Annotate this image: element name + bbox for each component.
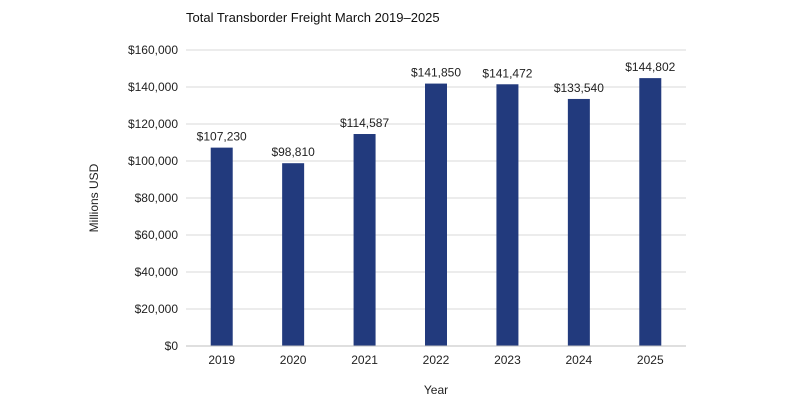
bar-2021: [353, 134, 376, 346]
chart-title: Total Transborder Freight March 2019–202…: [186, 10, 440, 25]
data-labels: $107,230 $98,810 $114,587 $141,850 $141,472 $…: [197, 60, 676, 159]
x-tick-label: 2020: [280, 353, 307, 367]
bars: [210, 78, 662, 347]
data-label-2019: $107,230: [197, 130, 247, 144]
y-tick-label: $140,000: [128, 80, 178, 94]
x-tick-label: 2021: [351, 353, 378, 367]
y-tick-label: $80,000: [135, 191, 179, 205]
x-axis-ticks: 2019 2020 2021 2022 2023 2024 2025: [208, 353, 664, 367]
x-tick-label: 2025: [637, 353, 664, 367]
bar-2020: [282, 163, 305, 346]
y-axis-label: Millions USD: [87, 163, 101, 232]
y-tick-label: $20,000: [135, 302, 179, 316]
bar-2024: [567, 98, 590, 347]
y-tick-label: $120,000: [128, 117, 178, 131]
data-label-2022: $141,850: [411, 66, 461, 80]
y-tick-label: $160,000: [128, 43, 178, 57]
data-label-2024: $133,540: [554, 81, 604, 95]
x-axis-label: Year: [424, 383, 448, 397]
data-label-2021: $114,587: [340, 116, 389, 130]
x-tick-label: 2023: [494, 353, 521, 367]
x-tick-label: 2024: [566, 353, 593, 367]
y-axis-ticks: $0 $20,000 $40,000 $60,000 $80,000 $100,000 $1…: [128, 43, 178, 353]
bar-2023: [496, 84, 519, 347]
x-tick-label: 2019: [208, 353, 235, 367]
x-tick-label: 2022: [423, 353, 450, 367]
y-tick-label: $40,000: [135, 265, 179, 279]
data-label-2020: $98,810: [271, 145, 315, 159]
y-tick-label: $100,000: [128, 154, 178, 168]
y-tick-label: $60,000: [135, 228, 179, 242]
bar-2019: [210, 147, 233, 346]
data-label-2025: $144,802: [625, 60, 675, 74]
bar-2025: [639, 78, 662, 346]
y-tick-label: $0: [165, 339, 179, 353]
data-label-2023: $141,472: [482, 66, 532, 80]
bar-2022: [425, 83, 447, 346]
